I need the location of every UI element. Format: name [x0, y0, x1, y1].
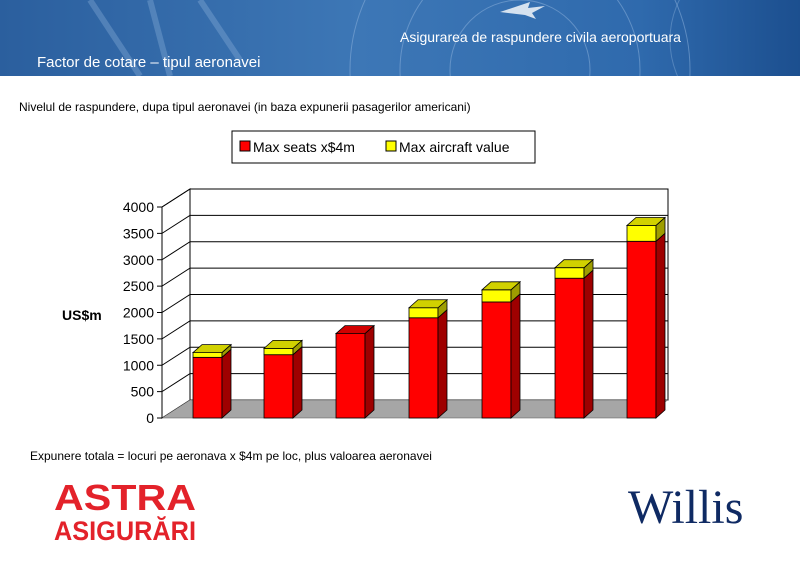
y-tick-label: 3000 [123, 252, 154, 268]
bar-segment [481, 293, 521, 419]
bar-front [335, 333, 366, 419]
chart-plot: 0 500 1000 1500 2000 2500 3000 3500 4000 US$m [62, 188, 669, 425]
bar-front [554, 277, 585, 419]
bar-side [583, 269, 594, 419]
astra-logo-line2: ASIGURĂRI [54, 515, 196, 544]
chart-legend: Max seats x$4m Max aircraft value [231, 130, 536, 164]
airplane-icon [500, 2, 545, 19]
bar-side [364, 324, 375, 419]
y-tick-label: 0 [146, 410, 154, 425]
bar-front [408, 307, 439, 319]
bar-front [626, 240, 657, 419]
header-title: Asigurarea de raspundere civila aeroport… [400, 29, 681, 45]
stacked-bar-chart: Max seats x$4m Max aircraft value 0 500 100… [62, 130, 669, 425]
y-tick-label: 4000 [123, 199, 154, 215]
bar-top [480, 281, 522, 291]
bar-front [481, 301, 512, 419]
bar-front [263, 354, 294, 419]
footnote: Expunere totala = locuri pe aeronava x $… [30, 449, 432, 463]
bar-segment [408, 308, 448, 419]
bar-top [262, 339, 304, 349]
bar-top [191, 344, 233, 353]
bar-top [553, 259, 595, 269]
willis-logo: Willis [628, 481, 744, 534]
gridline [161, 267, 668, 287]
bar-front [192, 356, 223, 419]
legend-box [231, 130, 536, 164]
y-tick-label: 3500 [123, 225, 154, 241]
gridline [161, 188, 668, 208]
y-axis-label: US$m [62, 307, 102, 323]
gridline [161, 214, 668, 234]
bar-segment [408, 298, 448, 319]
chart-caption: Nivelul de raspundere, dupa tipul aerona… [19, 100, 471, 114]
y-tick-label: 2500 [123, 278, 154, 294]
y-tick-label: 1500 [123, 331, 154, 347]
bar-segment [192, 348, 232, 419]
bar-segment [626, 232, 666, 419]
astra-logo-line1: ASTRA [54, 478, 196, 518]
bar-side [292, 345, 303, 419]
bar-front [626, 225, 657, 242]
bar-segment [263, 345, 303, 419]
astra-logo: ASTRA ASIGURĂRI [54, 478, 196, 544]
header-banner: Asigurarea de raspundere civila aeroport… [0, 0, 800, 76]
legend-label: Max aircraft value [399, 139, 510, 155]
header-background [0, 0, 800, 76]
bar-front [408, 317, 439, 419]
bar-top [407, 299, 449, 309]
y-tick-label: 500 [131, 384, 155, 400]
legend-label: Max seats x$4m [253, 139, 355, 155]
bar-segment [554, 269, 594, 419]
bar-front [554, 267, 585, 279]
y-tick-label: 1000 [123, 357, 154, 373]
bar-side [221, 348, 232, 419]
bar-front [481, 289, 512, 303]
bar-segment [335, 324, 375, 419]
bar-top [334, 325, 376, 335]
bar-front [192, 352, 223, 358]
bar-top [625, 217, 667, 226]
legend-swatch [239, 140, 251, 152]
bar-side [510, 293, 521, 419]
y-tick-label: 2000 [123, 305, 154, 321]
gridline [161, 241, 668, 261]
legend-swatch [385, 140, 397, 152]
bar-side [437, 308, 448, 419]
header-subtitle: Factor de cotare – tipul aeronavei [37, 54, 261, 71]
bar-segment [626, 216, 666, 243]
bar-front [263, 347, 294, 356]
bar-side [655, 232, 666, 419]
